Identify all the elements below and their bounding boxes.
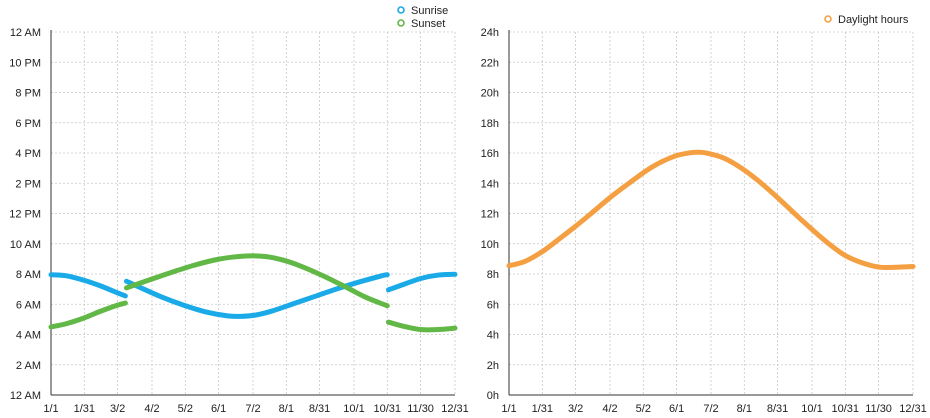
x-tick-label: 5/2 bbox=[636, 403, 651, 415]
sunset-line-segment bbox=[123, 253, 390, 309]
sunrise-sunset-chart: 12 AM 2 AM 4 AM 6 AM 8 AM 10 AM 12 PM 2 PM 4 PM 6… bbox=[9, 5, 469, 415]
y-tick-label: 4 AM bbox=[16, 330, 41, 342]
y-tick-label: 8 AM bbox=[16, 269, 41, 281]
y-tick-label: 6h bbox=[487, 299, 499, 311]
x-tick-label: 12/31 bbox=[441, 403, 469, 415]
y-tick-label: 10h bbox=[481, 239, 499, 251]
x-tick-label: 8/31 bbox=[767, 403, 788, 415]
sunset-line-segment bbox=[48, 300, 128, 330]
y-tick-label: 20h bbox=[481, 88, 499, 100]
sunset-legend-label: Sunset bbox=[411, 18, 445, 30]
y-tick-label: 6 AM bbox=[16, 299, 41, 311]
y-tick-label: 24h bbox=[481, 27, 499, 39]
y-tick-label: 22h bbox=[481, 57, 499, 69]
y-tick-label: 4h bbox=[487, 330, 499, 342]
x-tick-label: 1/1 bbox=[43, 403, 58, 415]
y-tick-label: 16h bbox=[481, 148, 499, 160]
x-tick-label: 6/1 bbox=[211, 403, 226, 415]
sunrise-legend-label: Sunrise bbox=[411, 5, 448, 17]
x-tick-label: 11/30 bbox=[865, 403, 892, 415]
y-tick-label: 4 PM bbox=[15, 148, 41, 160]
x-tick-label: 8/31 bbox=[309, 403, 330, 415]
y-tick-label: 8h bbox=[487, 269, 499, 281]
sunset-legend-marker bbox=[397, 19, 405, 27]
x-tick-label: 1/1 bbox=[501, 403, 516, 415]
y-tick-label: 0h bbox=[487, 390, 499, 402]
y-tick-label: 12h bbox=[481, 209, 499, 221]
sunrise-legend-marker bbox=[397, 6, 405, 14]
sunset-line-segment bbox=[385, 319, 458, 333]
x-tick-label: 10/31 bbox=[374, 403, 402, 415]
x-tick-label: 4/2 bbox=[602, 403, 617, 415]
x-tick-label: 12/31 bbox=[899, 403, 927, 415]
x-tick-label: 7/2 bbox=[245, 403, 260, 415]
x-tick-label: 7/2 bbox=[703, 403, 718, 415]
x-tick-label: 11/30 bbox=[407, 403, 434, 415]
x-tick-label: 10/31 bbox=[832, 403, 860, 415]
sunrise-line-segment bbox=[48, 272, 128, 299]
y-tick-label: 2h bbox=[487, 360, 499, 372]
y-tick-label: 12 PM bbox=[9, 209, 41, 221]
y-tick-label: 14h bbox=[481, 178, 499, 190]
y-tick-label: 10 PM bbox=[9, 57, 41, 69]
y-tick-label: 2 AM bbox=[16, 360, 41, 372]
x-tick-label: 5/2 bbox=[178, 403, 193, 415]
y-tick-label: 2 PM bbox=[15, 178, 41, 190]
x-tick-label: 8/1 bbox=[737, 403, 752, 415]
y-tick-label: 18h bbox=[481, 118, 499, 130]
daylight-hours-legend-marker bbox=[824, 15, 832, 23]
y-tick-label: 12 AM bbox=[10, 390, 41, 402]
daylight-hours-chart: 0h 2h 4h 6h 8h 10h 12h 14h 16h 18h 20h 22h 24h 1/1 1/3… bbox=[481, 14, 927, 415]
daylight-hours-line-segment bbox=[506, 149, 916, 271]
y-tick-label: 8 PM bbox=[15, 88, 41, 100]
daylight-hours-legend-label: Daylight hours bbox=[838, 14, 909, 26]
sunrise-line-segment bbox=[123, 272, 390, 319]
x-tick-label: 3/2 bbox=[110, 403, 125, 415]
x-tick-label: 3/2 bbox=[568, 403, 583, 415]
x-tick-label: 10/1 bbox=[343, 403, 364, 415]
y-tick-label: 10 AM bbox=[10, 239, 41, 251]
x-tick-label: 1/31 bbox=[532, 403, 553, 415]
y-tick-label: 6 PM bbox=[15, 118, 41, 130]
x-tick-label: 6/1 bbox=[669, 403, 684, 415]
x-tick-label: 4/2 bbox=[144, 403, 159, 415]
x-tick-label: 1/31 bbox=[74, 403, 95, 415]
x-tick-label: 8/1 bbox=[279, 403, 294, 415]
x-tick-label: 10/1 bbox=[801, 403, 822, 415]
y-tick-label: 12 AM bbox=[10, 27, 41, 39]
sunrise-line-segment bbox=[385, 271, 458, 293]
